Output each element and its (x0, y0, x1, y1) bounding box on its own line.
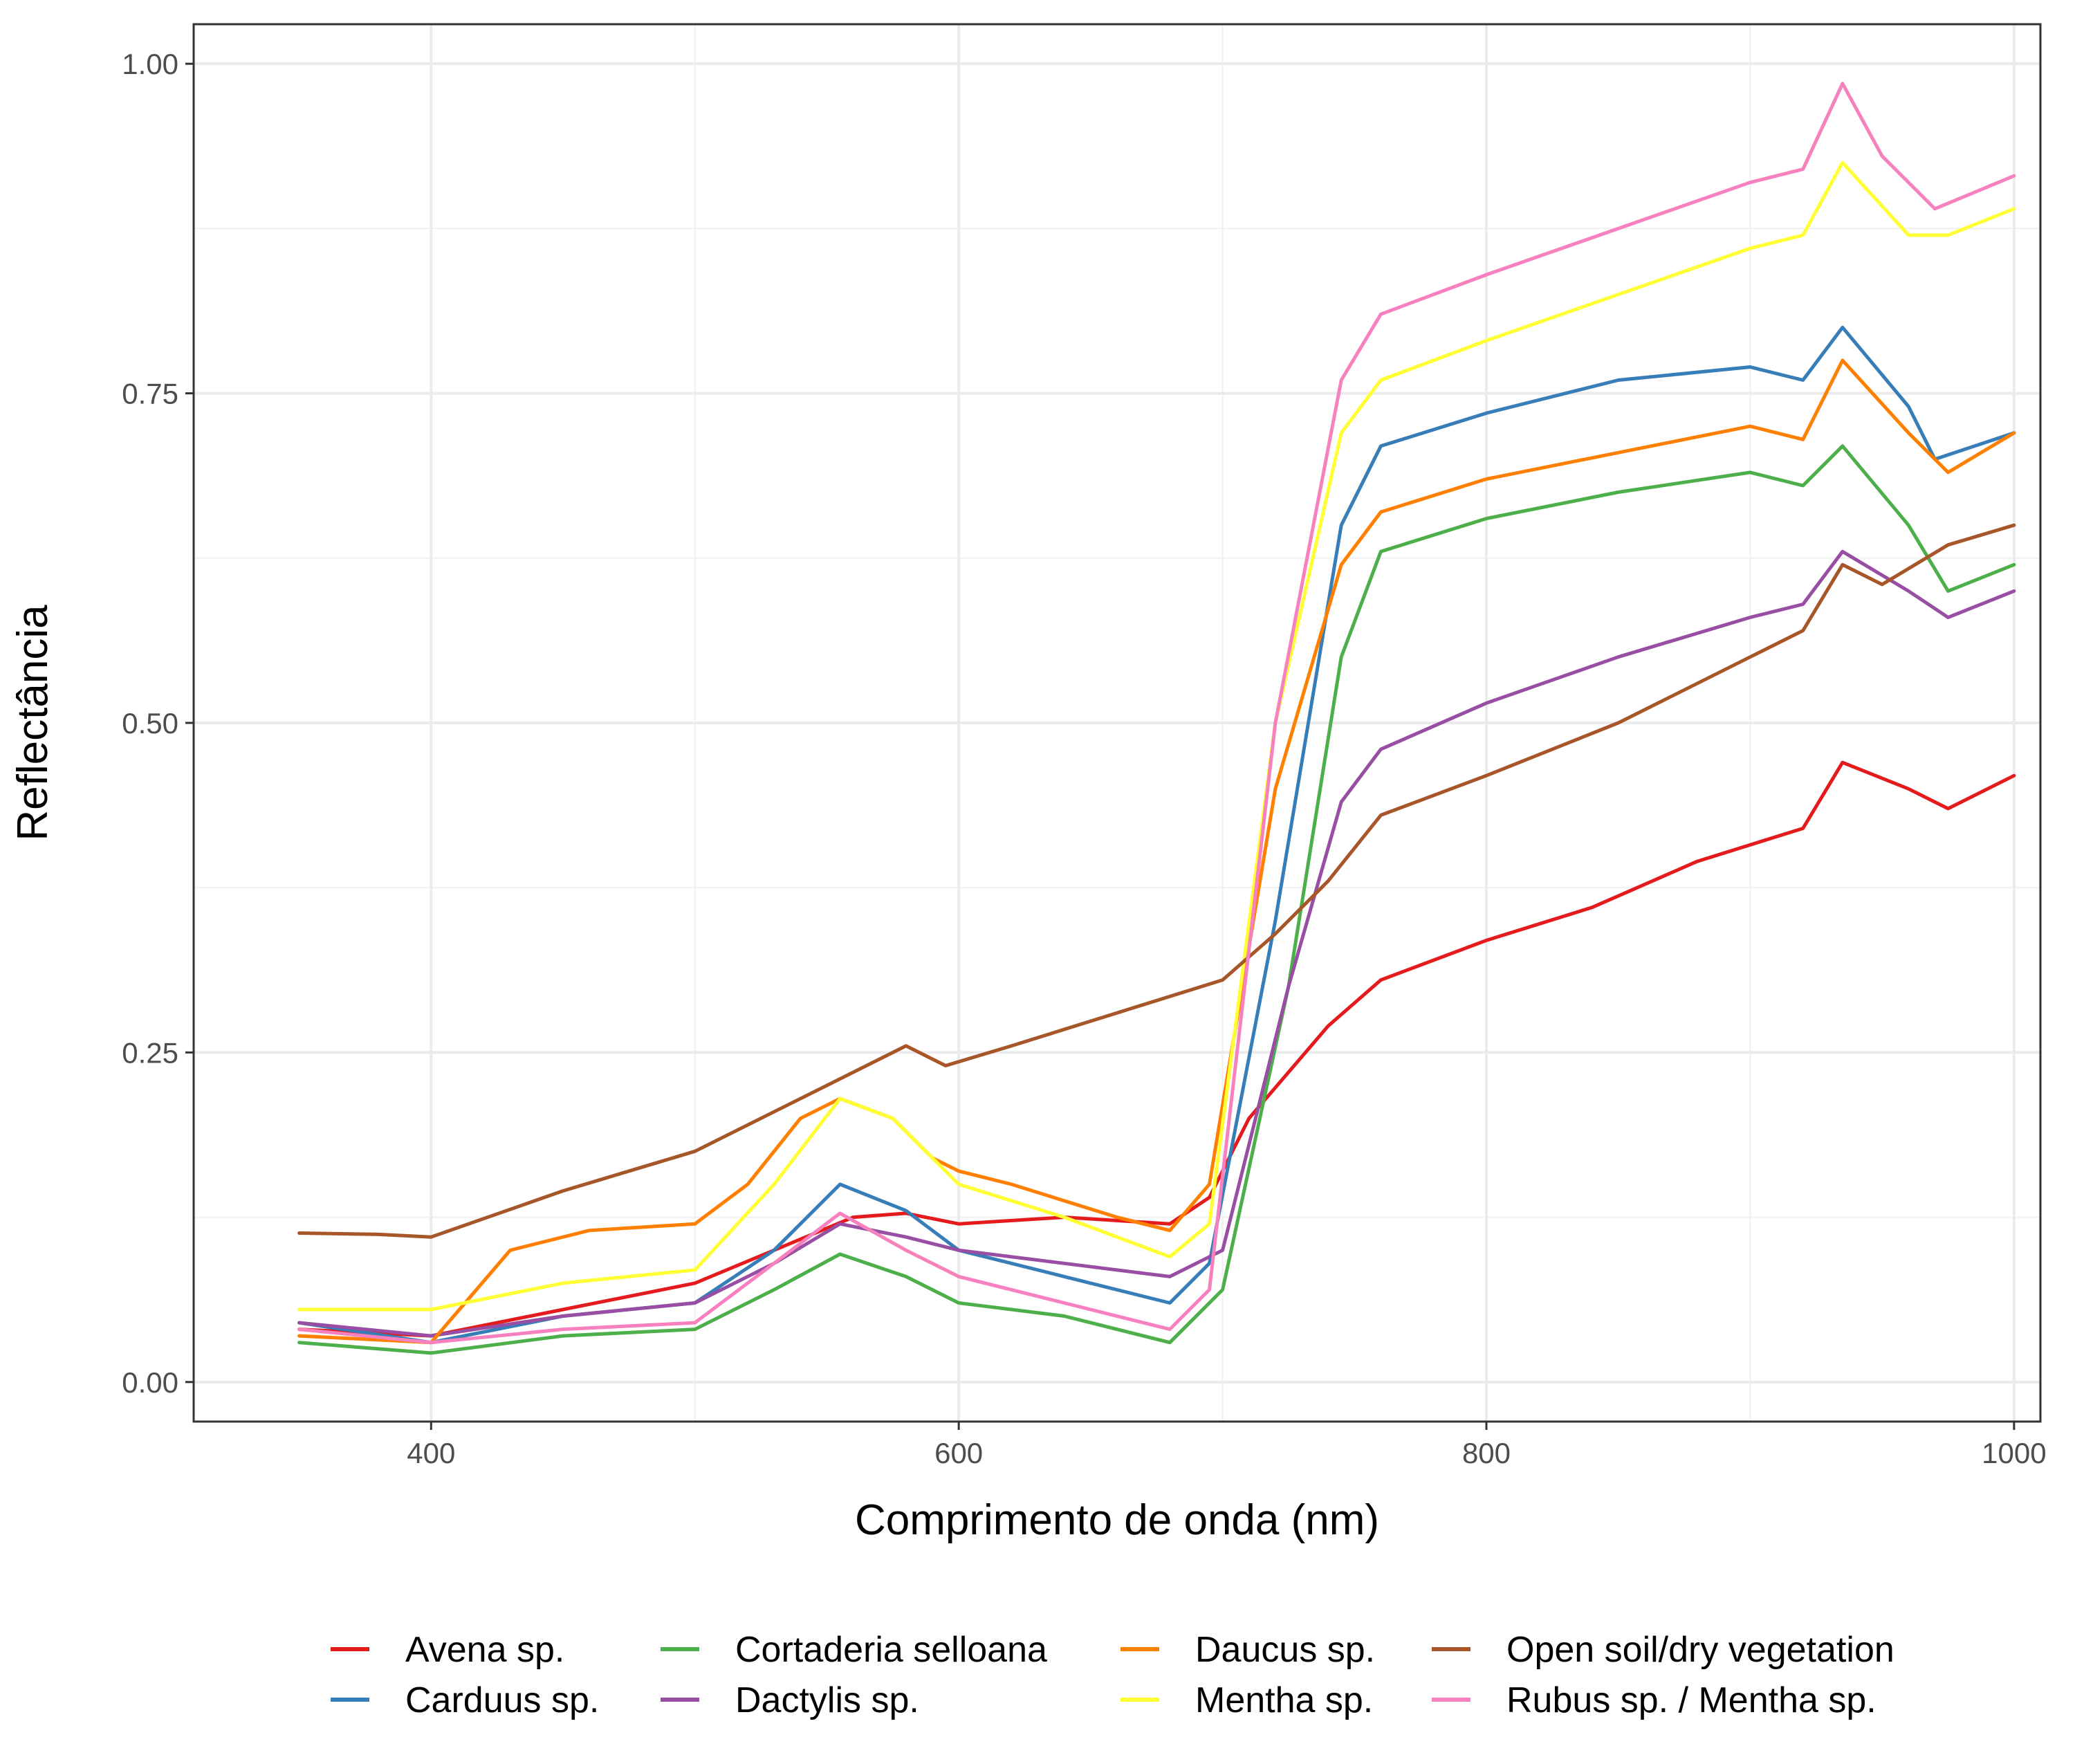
legend: Avena sp. Carduus sp. Cortaderia selloana D… (331, 1630, 1894, 1720)
series-line (297, 444, 2016, 1355)
x-tick-label: 600 (934, 1437, 983, 1469)
y-axis-ticks: 0.00 0.25 0.50 0.75 1.00 (122, 48, 194, 1399)
y-tick-label: 0.50 (122, 707, 178, 739)
legend-label: Carduus sp. (405, 1680, 599, 1720)
series-lines (297, 82, 2016, 1355)
x-axis-ticks: 400 600 800 1000 (407, 1422, 2047, 1469)
legend-label: Cortaderia selloana (735, 1630, 1047, 1670)
x-tick-label: 400 (407, 1437, 455, 1469)
x-tick-label: 1000 (1982, 1437, 2046, 1469)
y-tick-label: 0.75 (122, 378, 178, 410)
series-line (297, 160, 2016, 1312)
major-gridlines (194, 24, 2040, 1422)
y-tick-label: 0.25 (122, 1036, 178, 1069)
x-axis-title: Comprimento de onda (nm) (855, 1496, 1379, 1544)
y-axis-title: Reflectância (9, 605, 57, 841)
series-line (297, 325, 2016, 1345)
legend-label: Rubus sp. / Mentha sp. (1506, 1680, 1876, 1720)
legend-label: Dactylis sp. (735, 1680, 919, 1720)
y-tick-label: 1.00 (122, 48, 178, 80)
series-line (297, 549, 2016, 1338)
series-line (297, 358, 2016, 1345)
plot-panel (192, 23, 2042, 1423)
legend-label: Mentha sp. (1195, 1680, 1373, 1720)
series-line (297, 82, 2016, 1345)
y-tick-label: 0.00 (122, 1366, 178, 1399)
x-tick-label: 800 (1462, 1437, 1511, 1469)
legend-label: Daucus sp. (1195, 1630, 1375, 1670)
legend-label: Avena sp. (405, 1630, 564, 1670)
legend-label: Open soil/dry vegetation (1506, 1630, 1894, 1670)
